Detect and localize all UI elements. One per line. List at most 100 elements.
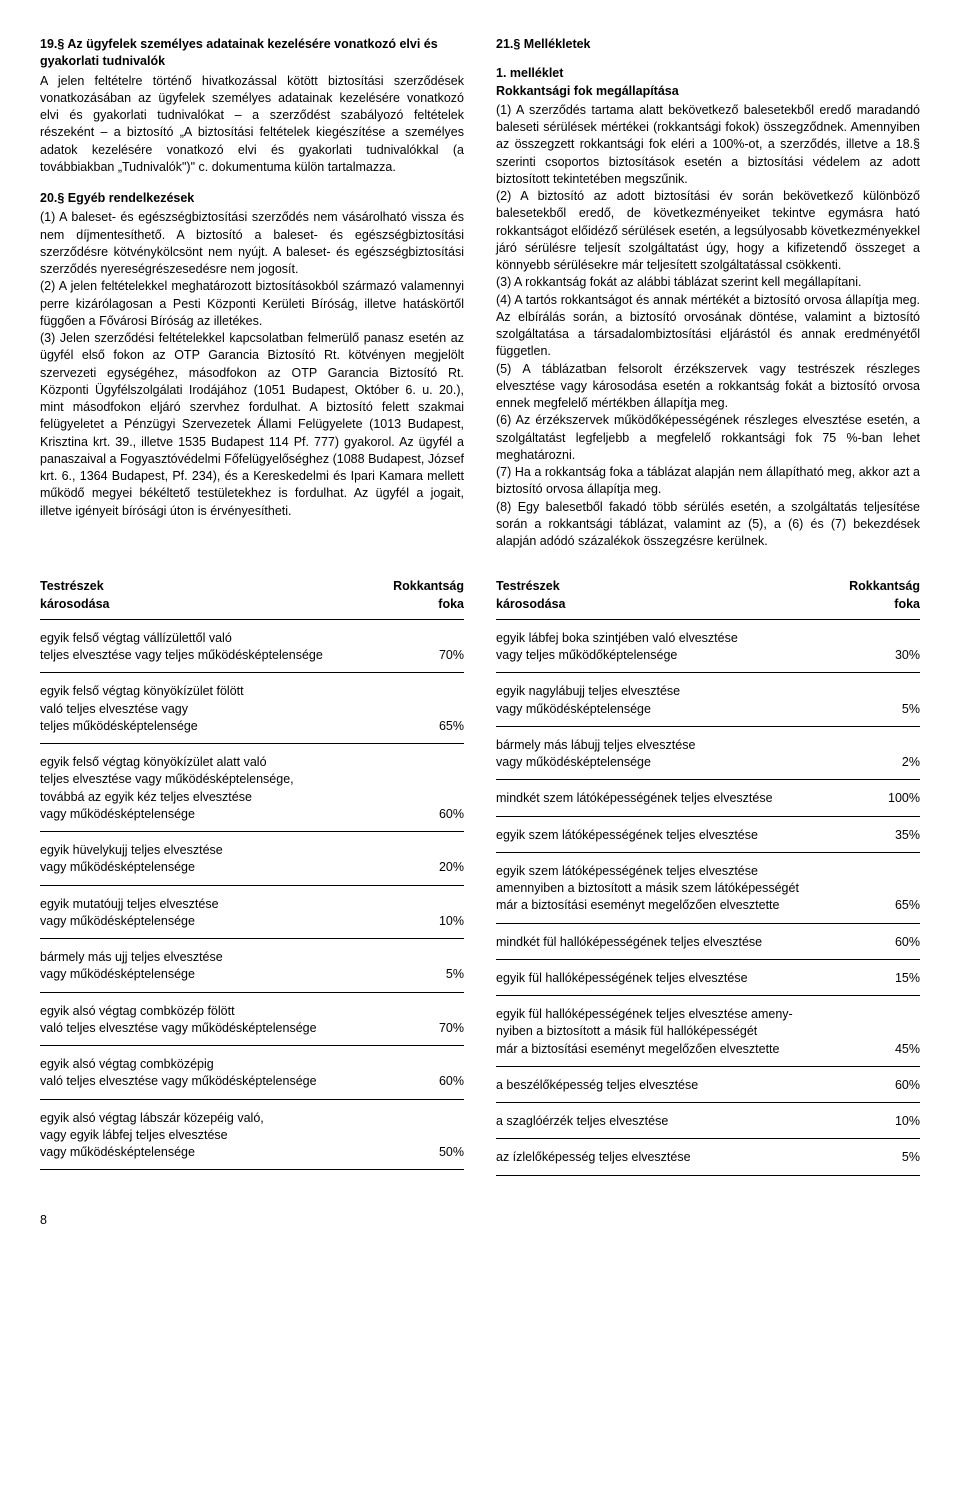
- th-right: Rokkantság foka: [849, 578, 920, 613]
- row-value: 10%: [439, 913, 464, 930]
- row-label: az ízlelőképesség teljes elvesztése: [496, 1149, 902, 1166]
- melleklet1-sub: Rokkantsági fok megállapítása: [496, 83, 920, 100]
- table-row: bármely más lábujj teljes elvesztésevagy…: [496, 737, 920, 781]
- right-column: 21.§ Mellékletek 1. melléklet Rokkantság…: [496, 36, 920, 550]
- row-value: 2%: [902, 754, 920, 771]
- mell1-p2: (2) A biztosító az adott biztosítási év …: [496, 188, 920, 274]
- table-right-column: Testrészek károsodása Rokkantság foka eg…: [496, 578, 920, 1185]
- th-left: Testrészek károsodása: [496, 578, 565, 613]
- table-header-left: Testrészek károsodása Rokkantság foka: [40, 578, 464, 620]
- row-label: bármely más ujj teljes elvesztésevagy mű…: [40, 949, 446, 984]
- th-left-line2: károsodása: [40, 597, 109, 611]
- table-row: mindkét szem látóképességének teljes elv…: [496, 790, 920, 816]
- table-row: egyik szem látóképességének teljes elves…: [496, 827, 920, 853]
- table-row: egyik fül hallóképességének teljes elves…: [496, 970, 920, 996]
- row-label: a beszélőképesség teljes elvesztése: [496, 1077, 895, 1094]
- table-row: egyik felső végtag vállízülettől valótel…: [40, 630, 464, 674]
- table-row: egyik fül hallóképességének teljes elves…: [496, 1006, 920, 1067]
- th-left-line1: Testrészek: [496, 579, 560, 593]
- row-value: 100%: [888, 790, 920, 807]
- row-value: 10%: [895, 1113, 920, 1130]
- row-value: 35%: [895, 827, 920, 844]
- row-label: egyik felső végtag könyökízület fölöttva…: [40, 683, 439, 735]
- row-value: 60%: [439, 806, 464, 823]
- th-right-line1: Rokkantság: [393, 579, 464, 593]
- mell1-p4: (4) A tartós rokkantságot és annak mérté…: [496, 292, 920, 361]
- mell1-p8: (8) Egy balesetből fakadó több sérülés e…: [496, 499, 920, 551]
- sec19-title: 19.§ Az ügyfelek személyes adatainak kez…: [40, 36, 464, 71]
- row-label: egyik hüvelykujj teljes elvesztésevagy m…: [40, 842, 439, 877]
- page-number: 8: [40, 1212, 920, 1229]
- sec21-title: 21.§ Mellékletek: [496, 36, 920, 53]
- mell1-p7: (7) Ha a rokkantság foka a táblázat alap…: [496, 464, 920, 499]
- sec20-p2: (2) A jelen feltételekkel meghatározott …: [40, 278, 464, 330]
- table-row: egyik hüvelykujj teljes elvesztésevagy m…: [40, 842, 464, 886]
- th-left-line2: károsodása: [496, 597, 565, 611]
- row-label: egyik felső végtag könyökízület alatt va…: [40, 754, 439, 823]
- table-row: mindkét fül hallóképességének teljes elv…: [496, 934, 920, 960]
- melleklet1-title: 1. melléklet: [496, 65, 920, 82]
- row-value: 5%: [446, 966, 464, 983]
- row-label: egyik szem látóképességének teljes elves…: [496, 863, 895, 915]
- table-row: egyik mutatóujj teljes elvesztésevagy mű…: [40, 896, 464, 940]
- th-right-line2: foka: [438, 597, 464, 611]
- row-value: 60%: [895, 1077, 920, 1094]
- row-label: a szaglóérzék teljes elvesztése: [496, 1113, 895, 1130]
- top-two-column: 19.§ Az ügyfelek személyes adatainak kez…: [40, 36, 920, 550]
- row-label: egyik felső végtag vállízülettől valótel…: [40, 630, 439, 665]
- table-header-right: Testrészek károsodása Rokkantság foka: [496, 578, 920, 620]
- row-value: 30%: [895, 647, 920, 664]
- table-row: egyik szem látóképességének teljes elves…: [496, 863, 920, 924]
- row-label: egyik mutatóujj teljes elvesztésevagy mű…: [40, 896, 439, 931]
- th-right-line2: foka: [894, 597, 920, 611]
- table-row: egyik alsó végtag combközép fölöttvaló t…: [40, 1003, 464, 1047]
- sec19-body: A jelen feltételre történő hivatkozással…: [40, 73, 464, 177]
- row-value: 65%: [439, 718, 464, 735]
- mell1-p3: (3) A rokkantság fokát az alábbi tábláza…: [496, 274, 920, 291]
- row-label: bármely más lábujj teljes elvesztésevagy…: [496, 737, 902, 772]
- row-value: 70%: [439, 647, 464, 664]
- row-label: egyik nagylábujj teljes elvesztésevagy m…: [496, 683, 902, 718]
- table-row: egyik felső végtag könyökízület fölöttva…: [40, 683, 464, 744]
- mell1-p1: (1) A szerződés tartama alatt bekövetkez…: [496, 102, 920, 188]
- sec20-title: 20.§ Egyéb rendelkezések: [40, 190, 464, 207]
- row-value: 70%: [439, 1020, 464, 1037]
- row-value: 5%: [902, 701, 920, 718]
- row-value: 45%: [895, 1041, 920, 1058]
- row-value: 50%: [439, 1144, 464, 1161]
- table-row: egyik felső végtag könyökízület alatt va…: [40, 754, 464, 832]
- row-label: egyik fül hallóképességének teljes elves…: [496, 970, 895, 987]
- row-label: egyik alsó végtag combközépigvaló teljes…: [40, 1056, 439, 1091]
- sec20-p3: (3) Jelen szerződési feltételekkel kapcs…: [40, 330, 464, 520]
- row-label: egyik alsó végtag lábszár közepéig való,…: [40, 1110, 439, 1162]
- row-value: 60%: [895, 934, 920, 951]
- table-row: egyik alsó végtag combközépigvaló teljes…: [40, 1056, 464, 1100]
- sec20-p1: (1) A baleset- és egészségbiztosítási sz…: [40, 209, 464, 278]
- table-left-column: Testrészek károsodása Rokkantság foka eg…: [40, 578, 464, 1185]
- mell1-p6: (6) Az érzékszervek működőképességének r…: [496, 412, 920, 464]
- table-row: az ízlelőképesség teljes elvesztése5%: [496, 1149, 920, 1175]
- row-label: egyik szem látóképességének teljes elves…: [496, 827, 895, 844]
- row-value: 60%: [439, 1073, 464, 1090]
- row-value: 5%: [902, 1149, 920, 1166]
- left-column: 19.§ Az ügyfelek személyes adatainak kez…: [40, 36, 464, 550]
- table-row: a szaglóérzék teljes elvesztése10%: [496, 1113, 920, 1139]
- table-row: egyik lábfej boka szintjében való elvesz…: [496, 630, 920, 674]
- row-value: 15%: [895, 970, 920, 987]
- row-label: egyik alsó végtag combközép fölöttvaló t…: [40, 1003, 439, 1038]
- disability-table: Testrészek károsodása Rokkantság foka eg…: [40, 578, 920, 1185]
- row-label: mindkét szem látóképességének teljes elv…: [496, 790, 888, 807]
- row-value: 65%: [895, 897, 920, 914]
- table-row: egyik nagylábujj teljes elvesztésevagy m…: [496, 683, 920, 727]
- row-label: egyik fül hallóképességének teljes elves…: [496, 1006, 895, 1058]
- row-label: egyik lábfej boka szintjében való elvesz…: [496, 630, 895, 665]
- row-value: 20%: [439, 859, 464, 876]
- table-row: egyik alsó végtag lábszár közepéig való,…: [40, 1110, 464, 1171]
- row-label: mindkét fül hallóképességének teljes elv…: [496, 934, 895, 951]
- th-right: Rokkantság foka: [393, 578, 464, 613]
- table-row: a beszélőképesség teljes elvesztése60%: [496, 1077, 920, 1103]
- th-left: Testrészek károsodása: [40, 578, 109, 613]
- mell1-p5: (5) A táblázatban felsorolt érzékszervek…: [496, 361, 920, 413]
- th-right-line1: Rokkantság: [849, 579, 920, 593]
- th-left-line1: Testrészek: [40, 579, 104, 593]
